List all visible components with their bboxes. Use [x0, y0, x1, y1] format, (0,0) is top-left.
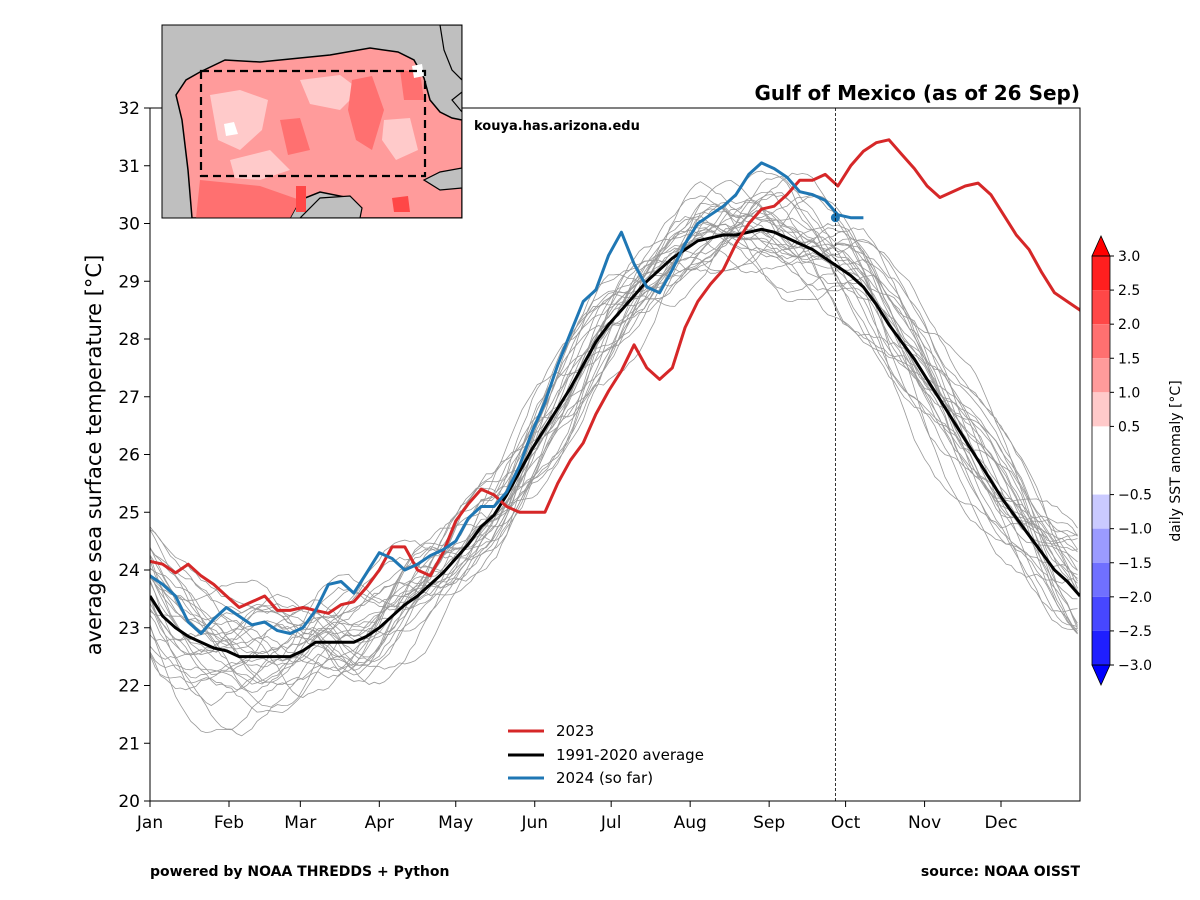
footer-right-text: source: NOAA OISST: [921, 864, 1081, 880]
x-tick-label: Sep: [753, 813, 785, 833]
y-tick-label: 31: [118, 157, 140, 177]
background-year-line: [150, 179, 1078, 675]
colorbar-tick-label: 1.0: [1118, 385, 1140, 401]
colorbar-tick-label: 0.5: [1118, 419, 1140, 435]
colorbar-extend-max: [1091, 235, 1111, 257]
background-year-line: [150, 170, 1078, 668]
colorbar-tick-label: −2.0: [1118, 590, 1152, 606]
y-tick-label: 20: [118, 792, 140, 812]
y-axis: 20 21 22 23 24 25 26 27 28 29 30 31 32: [118, 99, 150, 812]
x-tick-label: Mar: [284, 813, 316, 833]
inset-map-anomaly-peak: [296, 186, 410, 212]
colorbar-segment: [1092, 358, 1110, 393]
colorbar-segment: [1092, 256, 1110, 291]
colorbar-segment: [1092, 596, 1110, 631]
footer-left-text: powered by NOAA THREDDS + Python: [150, 864, 449, 880]
y-tick-label: 24: [118, 561, 140, 581]
y-tick-label: 32: [118, 99, 140, 119]
background-year-line: [150, 172, 1078, 663]
x-tick-label: May: [438, 813, 473, 833]
colorbar-label: daily SST anomaly [°C]: [1168, 380, 1184, 541]
x-tick-label: Dec: [985, 813, 1018, 833]
x-tick-label: Apr: [365, 813, 394, 833]
colorbar-tick-label: 3.0: [1118, 249, 1140, 265]
inset-map: [161, 24, 463, 219]
y-tick-label: 27: [118, 388, 140, 408]
background-year-line: [150, 227, 1078, 672]
series-line-1: [150, 227, 1080, 659]
background-year-line: [150, 193, 1078, 666]
latest-2024-point: [830, 213, 840, 223]
colorbar-segment: [1092, 324, 1110, 359]
legend-label-average: 1991-2020 average: [556, 746, 704, 764]
legend-label-2024: 2024 (so far): [556, 769, 653, 787]
y-tick-label: 29: [118, 272, 140, 292]
inset-map-frame: [161, 24, 463, 219]
x-axis: Jan Feb Mar Apr May Jun Jul Aug Sep Oct Nov Dec: [136, 801, 1018, 833]
y-axis-label: average sea surface temperature [°C]: [82, 255, 106, 656]
series-line-0: [150, 138, 1080, 615]
background-year-line: [150, 191, 1078, 685]
colorbar-frame: [1091, 255, 1111, 666]
background-year-line: [150, 210, 1078, 679]
colorbar-tick-label: 1.5: [1118, 351, 1140, 367]
y-tick-label: 23: [118, 619, 140, 639]
legend: 2023 1991-2020 average 2024 (so far): [508, 722, 704, 787]
inset-map-anomaly-high: [196, 70, 424, 218]
colorbar-tick-label: 2.0: [1118, 317, 1140, 333]
colorbar-segment: [1092, 528, 1110, 563]
colorbar-tick-label: −2.5: [1118, 624, 1152, 640]
legend-label-2023: 2023: [556, 722, 594, 740]
colorbar-extend-min: [1091, 664, 1111, 686]
colorbar-segment: [1092, 562, 1110, 597]
colorbar-segment: [1092, 630, 1110, 665]
x-tick-label: Aug: [674, 813, 707, 833]
colorbar-tick-label: −1.5: [1118, 556, 1152, 572]
x-tick-label: Jun: [520, 813, 548, 833]
background-year-line: [150, 249, 1078, 685]
colorbar: 3.0 2.5 2.0 1.5 1.0 0.5 −0.5 −1.0 −1.5 −2.0 −2.5 −3…: [1091, 235, 1152, 686]
y-tick-label: 25: [118, 503, 140, 523]
x-tick-label: Jul: [600, 813, 622, 833]
y-tick-label: 26: [118, 446, 140, 466]
series-group: [150, 138, 1080, 659]
colorbar-tick-label: −3.0: [1118, 658, 1152, 674]
background-year-line: [150, 192, 1078, 714]
colorbar-tick-label: −0.5: [1118, 488, 1152, 504]
x-tick-label: Nov: [908, 813, 941, 833]
y-tick-label: 21: [118, 734, 140, 754]
inset-map-anomaly-low: [210, 75, 418, 180]
inset-map-region-box: [199, 69, 427, 178]
inset-map-island: [422, 91, 462, 191]
colorbar-tick-label: −1.0: [1118, 522, 1152, 538]
colorbar-segment: [1092, 426, 1110, 495]
colorbar-segment: [1092, 290, 1110, 325]
chart-title: Gulf of Mexico (as of 26 Sep): [755, 81, 1081, 105]
background-year-line: [150, 181, 1078, 656]
background-year-line: [150, 223, 1078, 676]
background-year-line: [150, 236, 1078, 685]
x-tick-label: Jan: [136, 813, 163, 833]
x-tick-label: Oct: [831, 813, 861, 833]
y-tick-label: 30: [118, 215, 140, 235]
y-tick-label: 28: [118, 330, 140, 350]
background-year-line: [150, 205, 1078, 734]
y-tick-label: 22: [118, 677, 140, 697]
background-year-line: [150, 202, 1078, 666]
series-line-2: [150, 161, 864, 635]
x-tick-label: Feb: [214, 813, 244, 833]
colorbar-tick-label: 2.5: [1118, 283, 1140, 299]
colorbar-segment: [1092, 494, 1110, 529]
watermark-text: kouya.has.arizona.edu: [474, 119, 640, 134]
colorbar-segment: [1092, 392, 1110, 427]
inset-map-peninsula: [299, 25, 462, 218]
